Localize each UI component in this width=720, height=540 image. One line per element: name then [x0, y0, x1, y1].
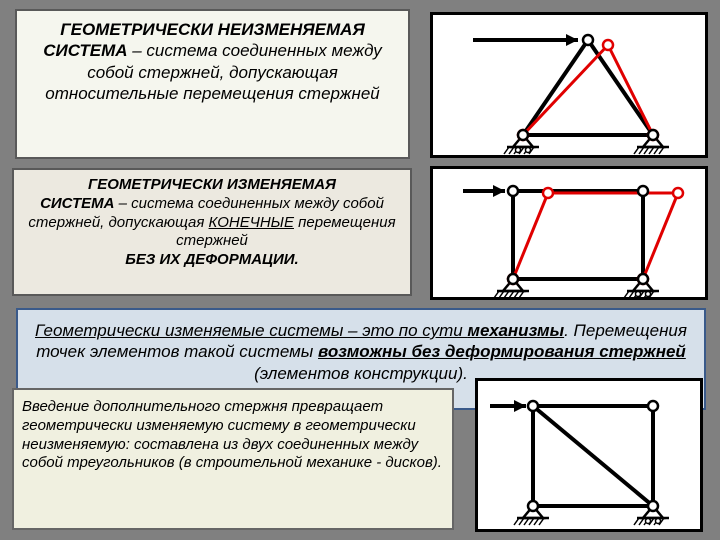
diagram-frame-parallelogram [430, 166, 708, 300]
definition-box-variable: ГЕОМЕТРИЧЕСКИ ИЗМЕНЯЕМАЯ СИСТЕМА – систе… [12, 168, 412, 296]
title-part1: ГЕОМЕТРИЧЕСКИ ИЗМЕНЯЕМАЯ [88, 176, 336, 193]
title-part2: СИСТЕМА [43, 41, 127, 60]
line2c: (элементов конструкции). [254, 364, 468, 383]
diagram-frame-braced [475, 378, 703, 532]
explanation-box-triangles: Введение дополнительного стержня превращ… [12, 388, 454, 530]
line2b: возможны без деформирования стержней [318, 342, 686, 361]
definition-box-invariable: ГЕОМЕТРИЧЕСКИ НЕИЗМЕНЯЕМАЯ СИСТЕМА – сис… [15, 9, 410, 159]
box4-text: Введение дополнительного стержня превращ… [22, 398, 442, 471]
title-part1: ГЕОМЕТРИЧЕСКИ НЕИЗМЕНЯЕМАЯ [60, 20, 365, 39]
underlined-word: КОНЕЧНЫЕ [209, 214, 294, 231]
bold-ending: БЕЗ ИХ ДЕФОРМАЦИИ. [125, 251, 298, 268]
diagram-truss-triangle [430, 12, 708, 158]
title-part2: СИСТЕМА [40, 195, 114, 212]
line1a: Геометрически изменяемые системы – это п… [35, 321, 467, 340]
line1b: механизмы [467, 321, 564, 340]
